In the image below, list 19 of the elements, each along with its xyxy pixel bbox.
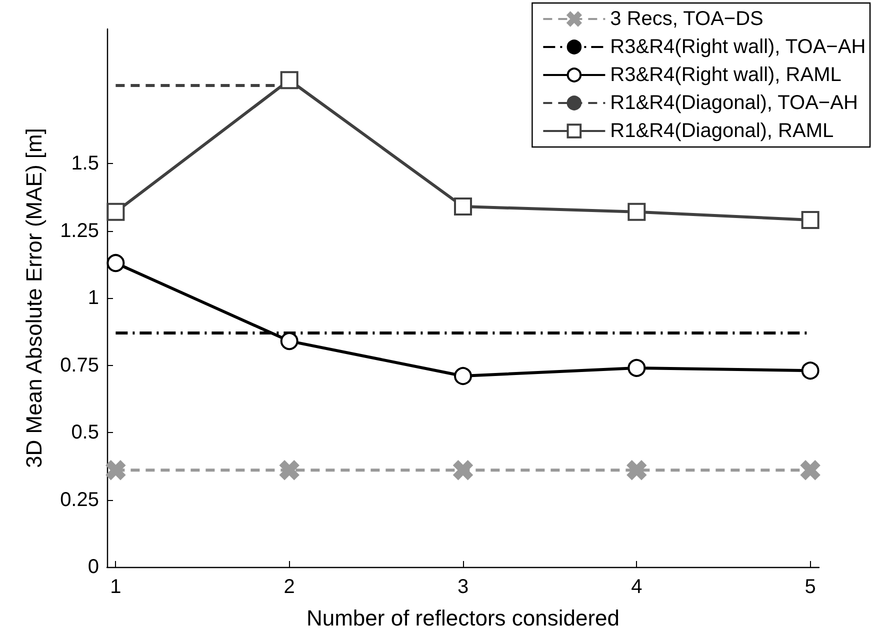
y-tick-label: 0 — [88, 556, 99, 578]
legend-label: R3&R4(Right wall), RAML — [610, 64, 842, 86]
x-tick-label: 4 — [631, 576, 642, 598]
y-tick-label: 1.5 — [71, 152, 99, 174]
legend-label: 3 Recs, TOA−DS — [610, 8, 764, 30]
y-tick-label: 0.25 — [60, 488, 99, 511]
x-tick-label: 5 — [804, 576, 816, 598]
legend-label: R1&R4(Diagonal), TOA−AH — [610, 92, 858, 114]
x-tick-label: 3 — [457, 576, 469, 598]
x-axis-title: Number of reflectors considered — [306, 606, 620, 630]
legend-label: R3&R4(Right wall), TOA−AH — [610, 36, 866, 58]
legend-label: R1&R4(Diagonal), RAML — [610, 120, 834, 142]
y-tick-label: 0.5 — [71, 422, 99, 444]
y-axis-title: 3D Mean Absolute Error (MAE) [m] — [22, 128, 46, 468]
y-tick-label: 0.75 — [60, 354, 99, 376]
x-tick-label: 2 — [284, 576, 295, 598]
y-tick-label: 1 — [88, 287, 99, 309]
x-tick-label: 1 — [110, 576, 122, 598]
y-tick-label: 1.25 — [60, 220, 99, 242]
